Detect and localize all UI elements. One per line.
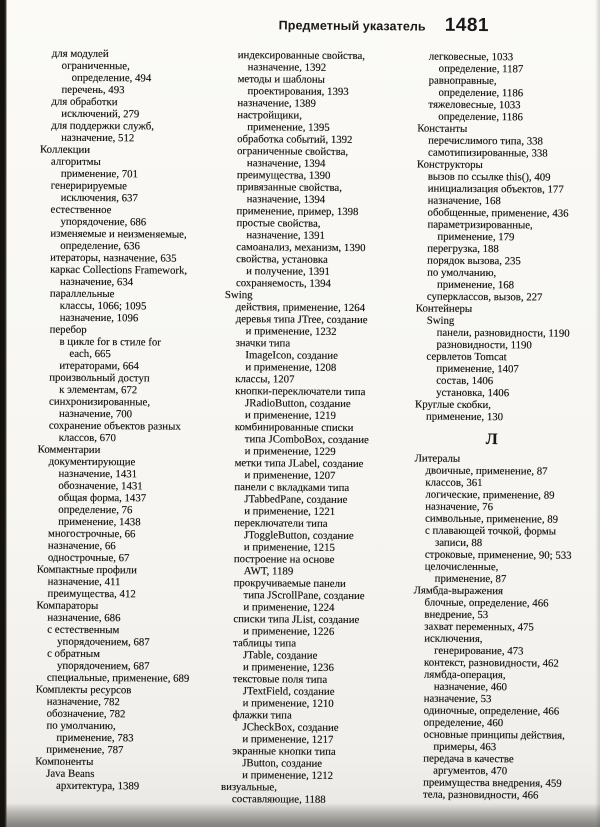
page-number: 1481: [444, 14, 490, 37]
running-header-title: Предметный указатель: [278, 18, 426, 34]
section-letter: Л: [485, 431, 498, 449]
index-entry: сохраняемость, 1394: [235, 277, 332, 290]
index-entry: архитектура, 1389: [56, 779, 140, 793]
index-entry: в цикле for в стиле for: [59, 335, 161, 349]
index-entry: ограниченные,: [61, 59, 130, 73]
index-columns: для модулей ограниченные, определение, 494…: [35, 48, 600, 808]
index-column-1: для модулей ограниченные, определение, 494…: [35, 48, 227, 793]
scan-edge-left: [0, 0, 7, 827]
index-entry: тела, разновидности, 466: [422, 788, 539, 802]
running-header: Предметный указатель 1481: [278, 13, 490, 37]
index-entry: применение, 130: [425, 410, 504, 424]
index-column-2: индексированные свойства, назначение, 139…: [221, 49, 418, 806]
scan-edge-right: [595, 0, 600, 827]
index-column-3: легковесные, 1033 определение, 1187 равноп…: [412, 51, 600, 802]
scan-edge-bottom: [0, 803, 600, 827]
